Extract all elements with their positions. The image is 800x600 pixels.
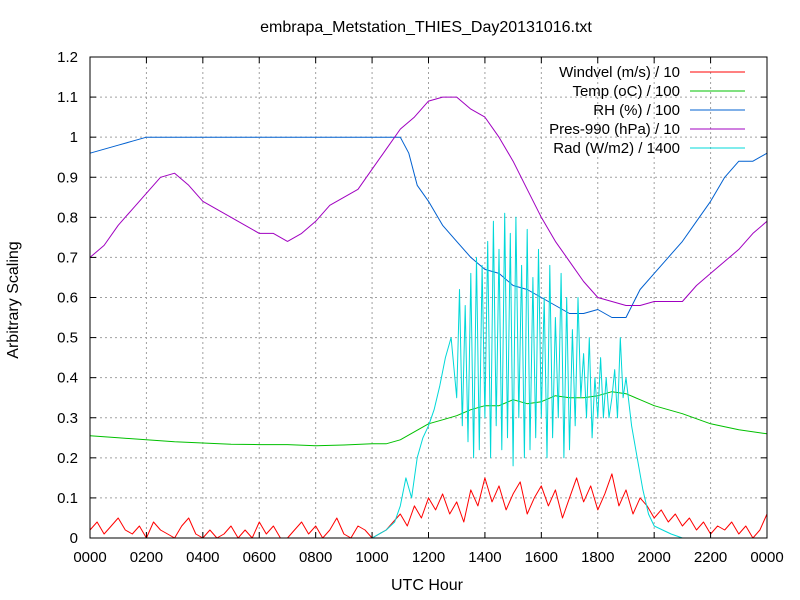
legend-label: Rad (W/m2) / 1400 [553, 140, 680, 157]
series-line-4 [89, 96, 768, 306]
x-tick-label: 1400 [468, 549, 501, 566]
y-tick-label: 0.6 [57, 290, 78, 307]
y-tick-label: 0.4 [57, 370, 78, 387]
y-tick-label: 0.8 [57, 209, 78, 226]
x-axis-label: UTC Hour [391, 577, 464, 594]
x-tick-label: 0600 [243, 549, 276, 566]
y-tick-label: 0.5 [57, 330, 78, 347]
y-tick-label: 1.1 [57, 89, 78, 106]
y-tick-label: 0.7 [57, 249, 78, 266]
y-axis: 0 0.1 0.2 0.3 0.4 0.5 0.6 0.7 0.8 0.9 1 1.1 1.2 [57, 49, 767, 547]
legend-label: Pres-990 (hPa) / 10 [549, 121, 680, 138]
series-line-5 [90, 212, 767, 539]
y-tick-label: 0.3 [57, 410, 78, 427]
y-axis-label: Arbitrary Scaling [5, 241, 22, 358]
x-tick-label: 0800 [299, 549, 332, 566]
legend: Windvel (m/s) / 10 Temp (oC) / 100 RH (%) … [549, 64, 745, 157]
y-tick-label: 1.2 [57, 49, 78, 66]
series-line-2 [89, 391, 768, 447]
x-tick-label: 1200 [412, 549, 445, 566]
x-tick-label: 1000 [355, 549, 388, 566]
legend-label: RH (%) / 100 [593, 102, 680, 119]
x-axis: 0000 0200 0400 0600 0800 1000 1200 1400 1600 1800… [73, 57, 784, 566]
x-tick-label: 0000 [73, 549, 106, 566]
legend-label: Temp (oC) / 100 [572, 83, 680, 100]
y-tick-label: 0 [70, 530, 78, 547]
y-tick-label: 0.2 [57, 450, 78, 467]
legend-label: Windvel (m/s) / 10 [559, 64, 680, 81]
y-tick-label: 1 [70, 129, 78, 146]
series-line-3 [89, 136, 768, 318]
x-tick-label: 0200 [130, 549, 163, 566]
x-tick-label: 1600 [525, 549, 558, 566]
y-tick-label: 0.1 [57, 490, 78, 507]
y-tick-label: 0.9 [57, 169, 78, 186]
x-tick-label: 0400 [186, 549, 219, 566]
x-tick-label: 1800 [581, 549, 614, 566]
x-tick-label: 2200 [694, 549, 727, 566]
x-tick-label: 2000 [637, 549, 670, 566]
chart-title: embrapa_Metstation_THIES_Day20131016.txt [260, 19, 592, 36]
x-tick-label: 0000 [750, 549, 783, 566]
